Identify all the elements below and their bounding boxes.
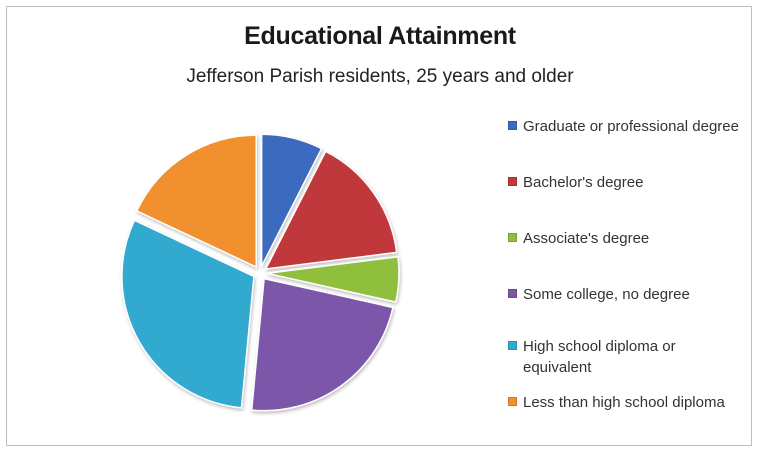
pie-slice: [260, 133, 323, 267]
legend-swatch: [508, 121, 517, 130]
pie-slice: [266, 255, 400, 304]
pie-slice: [264, 150, 398, 270]
chart-title: Educational Attainment: [244, 22, 516, 50]
legend-label: Some college, no degree: [523, 286, 690, 303]
chart-subtitle: Jefferson Parish residents, 25 years and…: [186, 66, 574, 87]
legend-item: Some college, no degree: [508, 284, 745, 305]
legend-label: Bachelor's degree: [523, 174, 644, 191]
legend-label: High school diploma or equivalent: [523, 338, 676, 376]
pie-slice: [250, 277, 394, 412]
legend-swatch: [508, 233, 517, 242]
pie-slice: [135, 134, 257, 269]
legend-swatch: [508, 177, 517, 186]
legend-label: Associate's degree: [523, 230, 650, 247]
legend-swatch: [508, 341, 517, 350]
legend-item: Graduate or professional degree: [508, 116, 745, 137]
legend-label: Less than high school diploma: [523, 394, 725, 411]
legend-item: Associate's degree: [508, 228, 745, 249]
legend-swatch: [508, 397, 517, 406]
legend-item: Less than high school diploma: [508, 392, 745, 413]
legend-item: Bachelor's degree: [508, 172, 745, 193]
legend-item: High school diploma or equivalent: [508, 336, 745, 378]
pie-slice: [121, 219, 255, 409]
pie-chart: [121, 133, 400, 412]
legend-label: Graduate or professional degree: [523, 118, 739, 135]
legend-swatch: [508, 289, 517, 298]
